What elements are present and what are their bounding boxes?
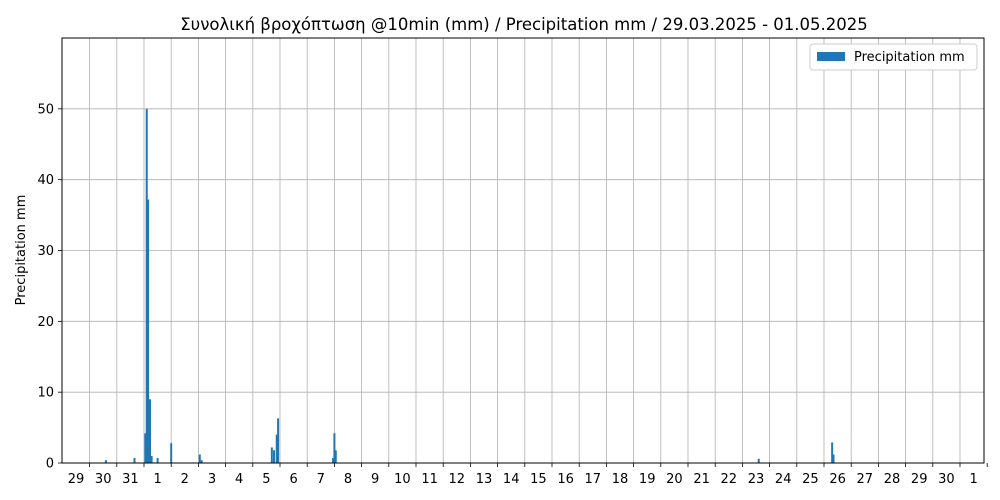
precipitation-bar <box>831 442 834 463</box>
x-tick-label: 11 <box>421 472 438 487</box>
x-tick-label: 1 <box>153 472 161 487</box>
precipitation-bar <box>104 460 107 463</box>
x-tick-label: 22 <box>721 472 738 487</box>
y-tick-label: 40 <box>37 173 54 188</box>
precipitation-bar <box>147 199 150 463</box>
y-axis-label: Precipitation mm <box>14 195 29 306</box>
x-tick-label: 16 <box>557 472 574 487</box>
precipitation-bar <box>270 447 273 463</box>
precipitation-bar <box>332 458 335 463</box>
x-tick-label: 1 <box>969 472 977 487</box>
x-tick-label: 14 <box>503 472 520 487</box>
x-tick-label: 24 <box>775 472 792 487</box>
x-tick-label: 15 <box>530 472 547 487</box>
precipitation-bar <box>757 458 760 463</box>
x-tick-label: 3 <box>208 472 216 487</box>
y-tick-label: 30 <box>37 244 54 259</box>
x-tick-label: 23 <box>748 472 765 487</box>
x-tick-label: 12 <box>449 472 466 487</box>
chart-title: Συνολική βροχόπτωση @10min (mm) / Precip… <box>180 15 868 34</box>
precipitation-bar <box>832 454 835 463</box>
x-tick-label: 7 <box>317 472 325 487</box>
x-tick-label: 20 <box>666 472 683 487</box>
x-tick-label: 18 <box>612 472 629 487</box>
x-tick-label: 5 <box>262 472 270 487</box>
precipitation-bar <box>145 108 148 463</box>
x-tick-label: 10 <box>394 472 411 487</box>
y-tick-label: 0 <box>46 457 54 472</box>
y-tick-label: 50 <box>37 102 54 117</box>
precipitation-bar <box>144 433 147 463</box>
y-tick-label: 20 <box>37 315 54 330</box>
x-tick-label: 6 <box>289 472 297 487</box>
y-tick-label: 10 <box>37 386 54 401</box>
x-tick-label: 21 <box>693 472 710 487</box>
legend: Precipitation mm <box>809 43 978 71</box>
precipitation-bar <box>333 433 336 463</box>
x-tick-label: 30 <box>938 472 955 487</box>
x-tick-label: 4 <box>235 472 243 487</box>
x-tick-label: 19 <box>639 472 656 487</box>
x-tick-label: 2 <box>181 472 189 487</box>
x-tick-label: 27 <box>857 472 874 487</box>
x-axis: 29 30 31 1 2 3 4 5 6 7 8 9 10 11 12 13 14 15 16 17 18 19 20 21 2… <box>68 463 988 487</box>
precipitation-bar <box>170 443 173 463</box>
precipitation-bar <box>273 450 276 463</box>
precipitation-bar <box>277 418 280 463</box>
precipitation-bar <box>148 399 151 463</box>
x-tick-label: 17 <box>585 472 602 487</box>
x-tick-label: 30 <box>95 472 112 487</box>
legend-swatch <box>817 52 845 61</box>
x-tick-label: 8 <box>344 472 352 487</box>
precipitation-bar <box>133 458 136 463</box>
legend-label: Precipitation mm <box>854 50 965 65</box>
x-tick-label: 13 <box>476 472 493 487</box>
legend-box <box>809 43 978 71</box>
precipitation-bar <box>156 458 159 463</box>
grid <box>62 38 984 464</box>
x-tick-label: 29 <box>911 472 928 487</box>
x-tick-label: 25 <box>802 472 819 487</box>
x-tick-label: 28 <box>884 472 901 487</box>
precipitation-bar <box>275 434 278 463</box>
x-tick-label: 26 <box>829 472 846 487</box>
precipitation-bar <box>150 455 153 463</box>
x-tick-label: 9 <box>371 472 379 487</box>
precipitation-bar <box>198 454 201 463</box>
bars <box>104 108 835 463</box>
x-tick-label: 31 <box>122 472 139 487</box>
precipitation-bar <box>200 460 203 463</box>
precipitation-bar <box>334 450 337 463</box>
y-axis: 0 10 20 30 40 50 <box>37 102 62 472</box>
x-tick-label: 29 <box>68 472 85 487</box>
